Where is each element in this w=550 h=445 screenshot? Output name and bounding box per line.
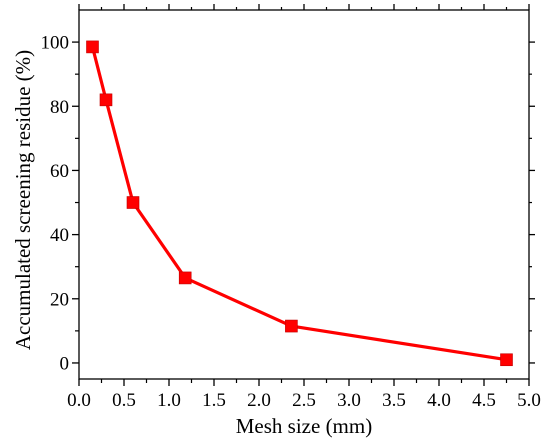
data-point xyxy=(126,196,140,209)
y-tick-label: 40 xyxy=(50,225,69,246)
data-point xyxy=(285,319,298,333)
data-point xyxy=(178,271,192,285)
ticks: 0.0 0.5 1.0 1.5 2.0 2.5 3.0 3.5 4.0 4.5 5.0 0 20 40 60… xyxy=(41,4,541,411)
y-tick-label: 60 xyxy=(50,161,69,182)
y-axis-title: Accumulated screening residue (%) xyxy=(11,50,35,350)
x-tick-label: 3.0 xyxy=(337,390,361,411)
plot-frame xyxy=(78,9,530,380)
x-tick-label: 1.0 xyxy=(157,390,181,411)
data-point xyxy=(500,353,513,367)
x-tick-label: 4.5 xyxy=(472,390,496,411)
x-tick-label: 2.0 xyxy=(247,390,271,411)
y-tick-label: 20 xyxy=(50,289,69,310)
y-tick-label: 80 xyxy=(50,97,69,118)
x-tick-label: 5.0 xyxy=(517,390,541,411)
x-tick-label: 0.0 xyxy=(67,390,91,411)
data-point xyxy=(86,40,99,54)
y-tick-label: 100 xyxy=(41,33,70,54)
data-point xyxy=(99,93,113,107)
y-tick-label: 0 xyxy=(60,353,70,374)
series xyxy=(86,40,513,367)
x-tick-label: 0.5 xyxy=(112,390,136,411)
x-tick-label: 4.0 xyxy=(427,390,451,411)
x-tick-label: 3.5 xyxy=(382,390,406,411)
x-axis-title: Mesh size (mm) xyxy=(236,414,372,438)
labels: Mesh size (mm) Accumulated screening res… xyxy=(11,50,372,438)
x-tick-label: 1.5 xyxy=(202,390,226,411)
x-tick-label: 2.5 xyxy=(292,390,316,411)
axes xyxy=(78,9,530,380)
series-line xyxy=(90,46,507,362)
